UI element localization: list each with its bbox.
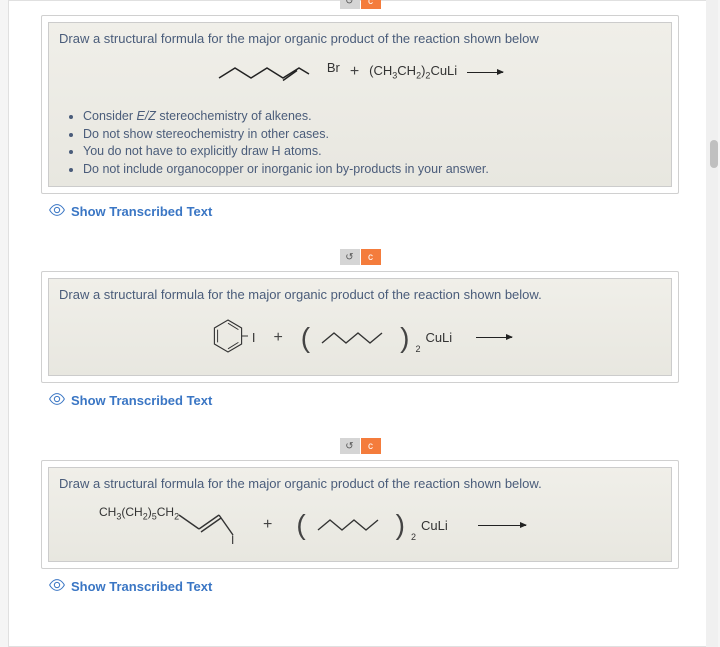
scrollbar-track[interactable] xyxy=(706,0,718,647)
eye-icon xyxy=(49,579,65,594)
alkyl-chain-formula: CH3(CH2)5CH2 xyxy=(99,505,179,521)
nav-next-button[interactable]: c xyxy=(361,249,381,265)
nav-controls-1: ↺ c xyxy=(9,249,711,265)
nav-prev-button[interactable]: ↺ xyxy=(340,249,360,265)
question-prompt: Draw a structural formula for the major … xyxy=(59,31,661,46)
nav-controls-0: ↺ c xyxy=(9,0,711,9)
paren-open-icon: ( xyxy=(296,509,305,541)
hint-item: You do not have to explicitly draw H ato… xyxy=(83,143,661,161)
show-transcribed-link[interactable]: Show Transcribed Text xyxy=(49,393,711,408)
question-inner-2: Draw a structural formula for the major … xyxy=(48,278,672,376)
show-transcribed-link[interactable]: Show Transcribed Text xyxy=(49,204,711,219)
show-transcribed-label: Show Transcribed Text xyxy=(71,579,212,594)
content-area: ↺ c Draw a structural formula for the ma… xyxy=(8,0,712,647)
question-prompt: Draw a structural formula for the major … xyxy=(59,476,661,491)
reaction-row: CH3(CH2)5CH2 I + ( xyxy=(59,497,661,553)
plus-sign: + xyxy=(350,63,359,81)
eye-icon xyxy=(49,393,65,408)
question-card-2: Draw a structural formula for the major … xyxy=(41,271,679,383)
reaction-row: I + ( ) 2 CuLi xyxy=(59,308,661,367)
question-inner-1: Draw a structural formula for the major … xyxy=(48,22,672,187)
hint-item: Do not show stereochemistry in other cas… xyxy=(83,126,661,144)
paren-open-icon: ( xyxy=(301,322,310,354)
alkenyl-iodide-structure: CH3(CH2)5CH2 I xyxy=(99,505,239,545)
question-card-3: Draw a structural formula for the major … xyxy=(41,460,679,569)
show-transcribed-label: Show Transcribed Text xyxy=(71,393,212,408)
iodine-label: I xyxy=(252,330,256,345)
scrollbar-thumb[interactable] xyxy=(710,140,718,168)
cuprate-label-group: 2 CuLi xyxy=(419,330,452,345)
show-transcribed-label: Show Transcribed Text xyxy=(71,204,212,219)
iodobenzene-structure xyxy=(208,316,248,359)
iodine-label: I xyxy=(231,533,234,547)
reaction-arrow-icon xyxy=(467,72,503,73)
nav-controls-2: ↺ c xyxy=(9,438,711,454)
hint-item: Consider E/Z stereochemistry of alkenes. xyxy=(83,108,661,126)
alkyl-chain-structure xyxy=(316,514,386,536)
cuprate-label-group: 2 CuLi xyxy=(415,518,448,533)
eye-icon xyxy=(49,204,65,219)
nav-prev-button[interactable]: ↺ xyxy=(340,0,360,9)
plus-sign: + xyxy=(273,329,282,347)
reaction-row: Br + (CH3CH2)2CuLi xyxy=(59,52,661,92)
cuprate-label: CuLi xyxy=(421,518,448,533)
nav-prev-button[interactable]: ↺ xyxy=(340,438,360,454)
question-prompt: Draw a structural formula for the major … xyxy=(59,287,661,302)
reaction-arrow-icon xyxy=(478,525,526,526)
alkyl-chain-structure xyxy=(320,327,390,349)
cuprate-sub: 2 xyxy=(415,344,420,354)
hint-item: Do not include organocopper or inorganic… xyxy=(83,161,661,179)
show-transcribed-link[interactable]: Show Transcribed Text xyxy=(49,579,711,594)
plus-sign: + xyxy=(263,516,272,534)
ez-italic: E/Z xyxy=(137,109,156,123)
bromine-label: Br xyxy=(327,60,340,75)
nav-next-button[interactable]: c xyxy=(361,438,381,454)
cuprate-sub: 2 xyxy=(411,532,416,542)
hints-list: Consider E/Z stereochemistry of alkenes.… xyxy=(59,102,661,178)
question-card-1: Draw a structural formula for the major … xyxy=(41,15,679,194)
gilman-reagent: (CH3CH2)2CuLi xyxy=(369,63,457,81)
alkenyl-bromide-structure xyxy=(217,60,327,84)
question-inner-3: Draw a structural formula for the major … xyxy=(48,467,672,562)
cuprate-label: CuLi xyxy=(425,330,452,345)
nav-next-button[interactable]: c xyxy=(361,0,381,9)
paren-close-icon: ) xyxy=(400,322,409,354)
reaction-arrow-icon xyxy=(476,337,512,338)
paren-close-icon: ) xyxy=(396,509,405,541)
